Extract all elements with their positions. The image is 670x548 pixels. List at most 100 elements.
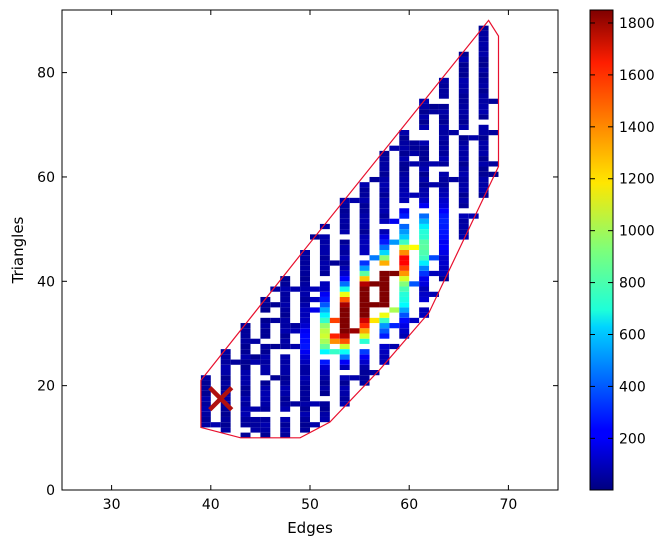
heatmap-cell <box>300 385 310 391</box>
heatmap-cell <box>300 317 310 324</box>
heatmap-cell <box>359 229 370 235</box>
heatmap-cell <box>438 255 449 261</box>
heatmap-cell <box>319 359 330 365</box>
heatmap-cell <box>300 411 310 417</box>
heatmap-cell <box>399 197 410 204</box>
heatmap-cell <box>300 370 310 376</box>
heatmap-cell <box>260 333 271 339</box>
heatmap-cell <box>240 354 251 360</box>
heatmap-cell <box>280 354 291 360</box>
heatmap-cell <box>438 114 449 120</box>
heatmap-cell <box>319 312 330 318</box>
heatmap-cell <box>389 270 400 277</box>
heatmap-cell <box>240 396 251 402</box>
heatmap-cell <box>260 302 271 308</box>
heatmap-cell <box>250 416 261 423</box>
heatmap-cell <box>339 333 350 339</box>
heatmap-cell <box>339 385 350 391</box>
heatmap-cell <box>399 307 410 313</box>
heatmap-cell <box>339 203 350 209</box>
heatmap-cell <box>319 406 330 412</box>
heatmap-cell <box>379 229 390 235</box>
heatmap-cell <box>438 171 449 177</box>
heatmap-cell <box>379 182 390 188</box>
heatmap-cell <box>458 171 469 177</box>
heatmap-cell <box>359 192 370 198</box>
heatmap-cell <box>359 307 370 313</box>
heatmap-cell <box>280 317 291 324</box>
heatmap-cell <box>478 41 489 47</box>
heatmap-cell <box>359 197 370 204</box>
heatmap-cell <box>220 416 231 423</box>
heatmap-cell <box>399 323 410 329</box>
heatmap-cell <box>488 161 499 167</box>
heatmap-cell <box>359 208 370 214</box>
x-tick-label: 30 <box>103 497 121 513</box>
heatmap-cell <box>250 406 261 412</box>
heatmap-cell <box>260 427 271 433</box>
heatmap-cell <box>419 270 430 277</box>
heatmap-cell <box>339 364 350 370</box>
y-axis-label: Triangles <box>9 216 27 284</box>
heatmap-cell <box>438 208 449 214</box>
heatmap-cell <box>319 401 330 407</box>
heatmap-cell <box>438 93 449 99</box>
heatmap-cell <box>270 375 281 381</box>
heatmap-cell <box>280 390 291 397</box>
heatmap-cell <box>438 140 449 146</box>
heatmap-cell <box>290 323 301 329</box>
heatmap-cell <box>458 83 469 89</box>
heatmap-cell <box>419 124 430 130</box>
heatmap-cell <box>389 239 400 245</box>
heatmap-cell <box>260 416 271 423</box>
heatmap-cell <box>260 422 271 428</box>
heatmap-cell <box>359 333 370 339</box>
heatmap-cell <box>379 156 390 162</box>
heatmap-cell <box>339 390 350 397</box>
heatmap-cell <box>478 103 489 110</box>
heatmap-cell <box>409 161 420 167</box>
heatmap-cell <box>300 338 310 344</box>
heatmap-cell <box>300 364 310 370</box>
heatmap-cell <box>379 260 390 266</box>
heatmap-cell <box>230 359 241 365</box>
heatmap-cell <box>260 354 271 360</box>
heatmap-cell <box>438 197 449 204</box>
heatmap-cell <box>280 401 291 407</box>
heatmap-cell <box>458 109 469 115</box>
heatmap-cell <box>419 182 430 188</box>
heatmap-cell <box>399 250 410 256</box>
heatmap-cell <box>359 234 370 240</box>
heatmap-cell <box>478 25 489 31</box>
heatmap-cell <box>379 302 390 308</box>
heatmap-cell <box>438 109 449 115</box>
heatmap-cell <box>419 171 430 177</box>
heatmap-cell <box>300 416 310 423</box>
heatmap-cell <box>429 270 439 277</box>
heatmap-cell <box>399 317 410 324</box>
heatmap-cell <box>438 213 449 219</box>
x-tick-label: 40 <box>202 497 220 513</box>
heatmap-cell <box>478 93 489 99</box>
heatmap-cell <box>478 135 489 141</box>
heatmap-cell <box>329 317 340 324</box>
heatmap-cell <box>438 124 449 130</box>
heatmap-cell <box>359 317 370 324</box>
heatmap-cell <box>339 265 350 271</box>
heatmap-cell <box>319 281 330 287</box>
heatmap-cell <box>458 51 469 57</box>
heatmap-cell <box>339 250 350 256</box>
heatmap-cell <box>369 302 380 308</box>
boundary-hull <box>200 19 500 439</box>
heatmap-cell <box>300 255 310 261</box>
heatmap-cell <box>458 166 469 172</box>
heatmap-cell <box>319 244 330 250</box>
heatmap-cell <box>300 380 310 386</box>
heatmap-cell <box>399 156 410 162</box>
heatmap-cell <box>250 359 261 365</box>
heatmap-cell <box>339 239 350 245</box>
heatmap-cell <box>240 380 251 386</box>
heatmap-cell <box>399 176 410 183</box>
heatmap-cell <box>319 385 330 391</box>
heatmap-cell <box>399 312 410 318</box>
